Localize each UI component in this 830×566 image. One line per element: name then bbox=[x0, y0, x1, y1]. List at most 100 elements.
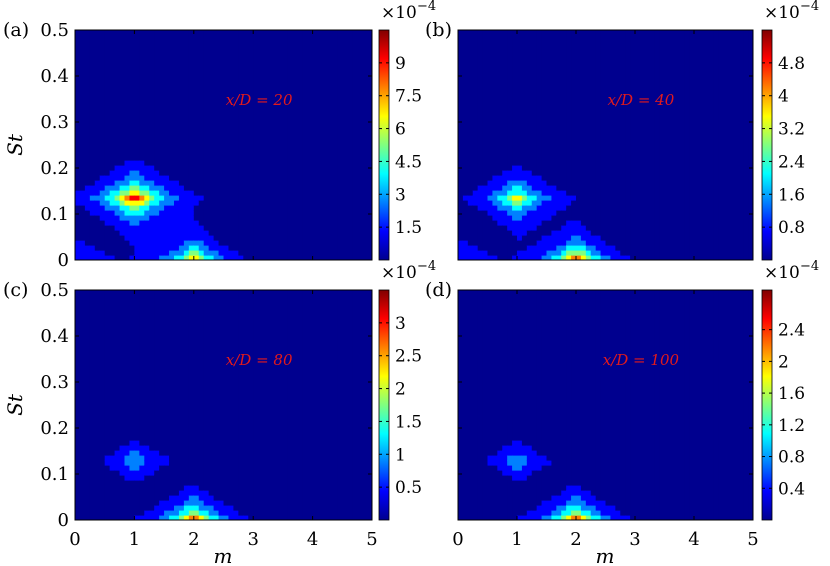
heatmap-cell bbox=[679, 95, 685, 101]
heatmap-cell bbox=[307, 215, 314, 221]
heatmap-cell bbox=[213, 170, 220, 176]
heatmap-cell bbox=[178, 35, 185, 41]
heatmap-cell bbox=[502, 75, 508, 81]
heatmap-cell bbox=[268, 140, 274, 146]
heatmap-cell bbox=[590, 185, 597, 191]
heatmap-cell bbox=[689, 230, 695, 236]
heatmap-cell bbox=[566, 225, 572, 231]
heatmap-cell bbox=[129, 185, 135, 191]
heatmap-cell bbox=[84, 45, 91, 51]
heatmap-cell bbox=[297, 230, 304, 236]
heatmap-cell bbox=[84, 130, 91, 136]
heatmap-cell bbox=[517, 215, 523, 221]
heatmap-cell bbox=[477, 145, 484, 151]
heatmap-cell bbox=[94, 210, 101, 216]
heatmap-cell bbox=[282, 205, 289, 211]
heatmap-cell bbox=[497, 205, 503, 211]
heatmap-cell bbox=[347, 200, 353, 206]
heatmap-cell bbox=[512, 40, 518, 46]
heatmap-cell bbox=[367, 115, 372, 121]
heatmap-cell bbox=[248, 160, 254, 166]
heatmap-cell bbox=[322, 150, 329, 156]
heatmap-cell bbox=[228, 130, 234, 136]
heatmap-cell bbox=[689, 200, 695, 206]
heatmap-cell bbox=[292, 50, 299, 56]
heatmap-cell bbox=[482, 85, 489, 91]
heatmap-cell bbox=[248, 125, 254, 131]
heatmap-cell bbox=[610, 145, 616, 151]
heatmap-cell bbox=[546, 55, 553, 61]
heatmap-cell bbox=[75, 235, 81, 241]
heatmap-cell bbox=[282, 130, 289, 136]
heatmap-cell bbox=[164, 35, 170, 41]
heatmap-cell bbox=[174, 250, 180, 256]
heatmap-cell bbox=[282, 70, 289, 76]
heatmap-cell bbox=[635, 230, 641, 236]
heatmap-cell bbox=[502, 150, 508, 156]
heatmap-cell bbox=[600, 135, 607, 141]
heatmap-cell bbox=[541, 145, 548, 151]
heatmap-cell bbox=[154, 110, 160, 116]
heatmap-cell bbox=[536, 210, 543, 216]
heatmap-cell bbox=[238, 60, 244, 66]
heatmap-cell bbox=[169, 190, 175, 196]
heatmap-cell bbox=[134, 190, 140, 196]
heatmap-cell bbox=[164, 240, 170, 246]
heatmap-cell bbox=[502, 205, 508, 211]
heatmap-cell bbox=[595, 165, 602, 171]
heatmap-cell bbox=[79, 195, 86, 201]
heatmap-cell bbox=[253, 60, 259, 66]
heatmap-cell bbox=[94, 190, 101, 196]
heatmap-cell bbox=[248, 155, 254, 161]
heatmap-cell bbox=[193, 180, 200, 186]
heatmap-cell bbox=[144, 60, 150, 66]
heatmap-cell bbox=[477, 210, 484, 216]
heatmap-cell bbox=[129, 90, 135, 96]
heatmap-cell bbox=[536, 75, 543, 81]
heatmap-cell bbox=[89, 245, 96, 251]
heatmap-cell bbox=[238, 55, 244, 61]
heatmap-cell bbox=[277, 170, 284, 176]
heatmap-cell bbox=[620, 150, 626, 156]
heatmap-cell bbox=[362, 65, 368, 71]
heatmap-cell bbox=[198, 200, 205, 206]
heatmap-cell bbox=[228, 210, 234, 216]
heatmap-cell bbox=[492, 245, 498, 251]
heatmap-cell bbox=[625, 225, 631, 231]
heatmap-cell bbox=[600, 120, 607, 126]
heatmap-cell bbox=[482, 225, 489, 231]
heatmap-cell bbox=[615, 130, 621, 136]
heatmap-cell bbox=[546, 70, 553, 76]
heatmap-cell bbox=[174, 125, 180, 131]
heatmap-cell bbox=[615, 180, 621, 186]
heatmap-cell bbox=[507, 250, 513, 256]
heatmap-cell bbox=[238, 250, 244, 256]
heatmap-cell bbox=[630, 200, 636, 206]
heatmap-cell bbox=[302, 85, 309, 91]
heatmap-cell bbox=[357, 250, 363, 256]
heatmap-cell bbox=[238, 125, 244, 131]
heatmap-cell bbox=[223, 175, 230, 181]
heatmap-cell bbox=[635, 245, 641, 251]
heatmap-cell bbox=[487, 235, 494, 241]
heatmap-cell bbox=[149, 115, 155, 121]
heatmap-cell bbox=[263, 110, 269, 116]
heatmap-cell bbox=[198, 190, 205, 196]
heatmap-cell bbox=[233, 120, 239, 126]
heatmap-cell bbox=[198, 115, 205, 121]
heatmap-cell bbox=[571, 190, 577, 196]
colorbar-tick-label: 4.5 bbox=[395, 152, 422, 172]
heatmap-cell bbox=[79, 85, 86, 91]
heatmap-cell bbox=[649, 45, 656, 51]
heatmap-cell bbox=[472, 215, 479, 221]
heatmap-cell bbox=[669, 35, 675, 41]
heatmap-cell bbox=[357, 50, 363, 56]
heatmap-cell bbox=[273, 220, 279, 226]
heatmap-cell bbox=[512, 160, 518, 166]
heatmap-cell bbox=[625, 125, 631, 131]
heatmap-cell bbox=[517, 220, 523, 226]
heatmap-cell bbox=[674, 145, 680, 151]
heatmap-cell bbox=[188, 160, 195, 166]
heatmap-cell bbox=[223, 240, 230, 246]
heatmap-cell bbox=[541, 175, 548, 181]
